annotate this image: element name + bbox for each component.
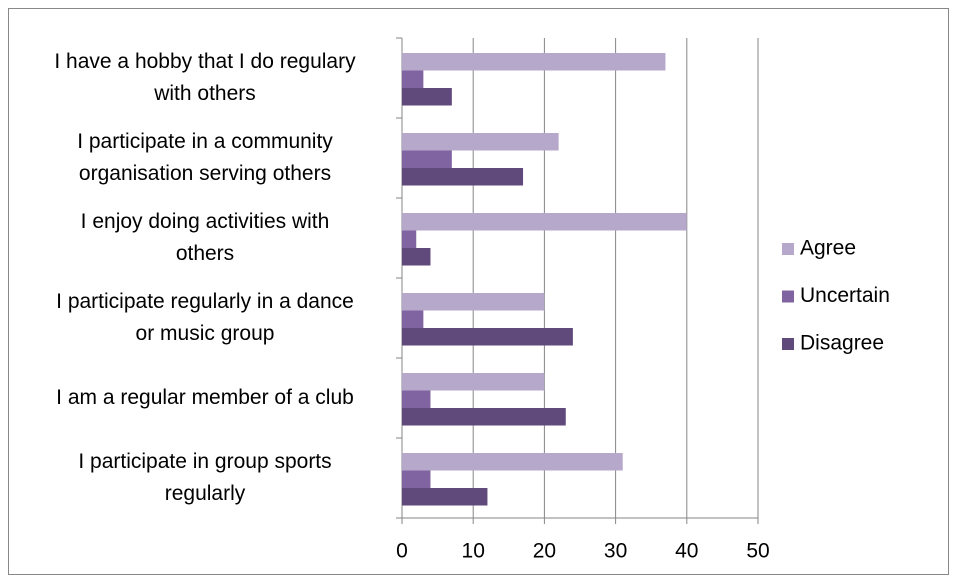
bar (402, 248, 431, 266)
bar (402, 213, 687, 231)
y-tick-label: I enjoy doing activities with others (80, 210, 330, 265)
bar (402, 373, 545, 391)
bar (402, 150, 452, 168)
bar (402, 390, 431, 408)
legend-swatch (782, 243, 794, 255)
x-tick-label: 50 (746, 540, 769, 563)
bar (402, 293, 545, 311)
bar (402, 133, 559, 151)
bar (402, 70, 424, 88)
legend-label: Agree (800, 237, 856, 260)
bar (402, 488, 488, 506)
x-tick-label: 0 (396, 540, 408, 563)
x-tick-label: 10 (462, 540, 485, 563)
bar (402, 328, 573, 346)
bar (402, 53, 666, 71)
bar (402, 408, 566, 426)
x-tick-label: 30 (604, 540, 627, 563)
y-tick-label: I participate in a community organisatio… (77, 130, 333, 185)
bar (402, 230, 417, 248)
legend-label: Uncertain (800, 284, 890, 307)
chart-border (8, 8, 949, 575)
y-tick-label: I have a hobby that I do regulary with o… (54, 50, 356, 105)
bar (402, 168, 524, 186)
legend-swatch (782, 290, 794, 303)
bar (402, 453, 623, 471)
bar (402, 310, 424, 328)
legend-label: Disagree (800, 332, 884, 355)
x-tick-label: 40 (675, 540, 698, 563)
y-tick-label: I participate in group sports regularly (78, 450, 332, 505)
y-tick-label: I am a regular member of a club (56, 386, 354, 409)
y-tick-label: I participate regularly in a dance or mu… (56, 290, 354, 345)
x-tick-label: 20 (533, 540, 556, 563)
bar (402, 470, 431, 488)
bar (402, 88, 452, 106)
legend-swatch (782, 338, 794, 350)
